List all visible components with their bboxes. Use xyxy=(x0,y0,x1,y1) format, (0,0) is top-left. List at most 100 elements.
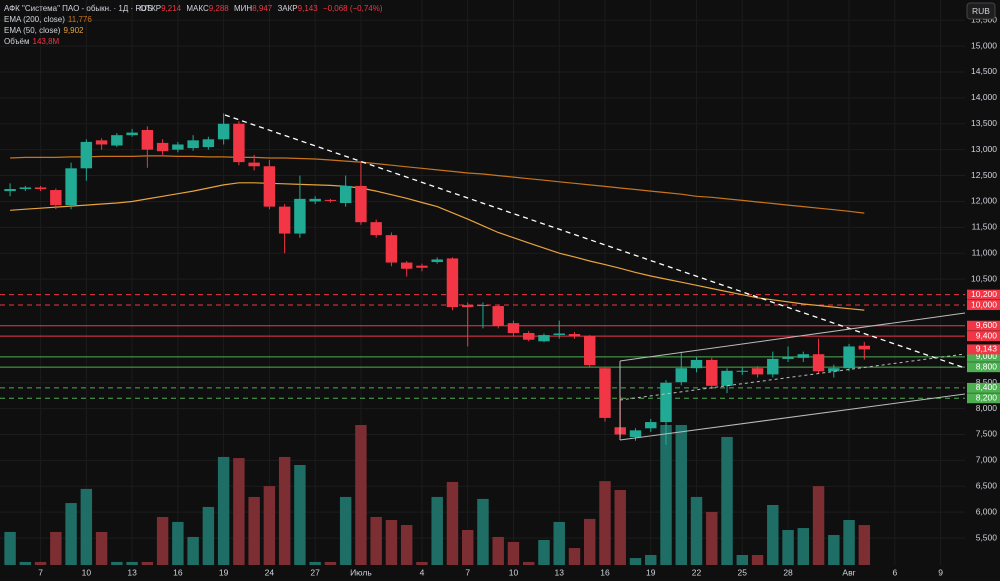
volume-bar xyxy=(767,505,779,565)
candle-body xyxy=(65,168,77,206)
candle-body xyxy=(736,370,749,372)
y-tick-label: 11,500 xyxy=(972,222,998,232)
volume-name: Объём xyxy=(4,37,30,46)
volume-bar xyxy=(477,498,489,565)
y-tick-label: 7,000 xyxy=(976,455,998,465)
y-tick-label: 14,500 xyxy=(971,66,997,76)
candle-body xyxy=(50,190,62,206)
volume-bar xyxy=(233,458,245,565)
candle-body xyxy=(126,132,138,136)
volume-bar xyxy=(65,503,77,565)
candle-body xyxy=(767,358,779,375)
volume-bar xyxy=(95,531,108,565)
candle-body xyxy=(477,305,489,307)
x-tick-label: 13 xyxy=(554,567,564,577)
level-label: 9,600 xyxy=(976,320,998,330)
level-tag xyxy=(967,362,1000,373)
open: 9,214 xyxy=(161,4,182,13)
candle-body xyxy=(339,185,352,204)
level-label: 8,200 xyxy=(976,392,998,402)
y-tick-label: 8,000 xyxy=(976,403,998,413)
channel-mid xyxy=(619,353,966,401)
y-tick-label: 6,500 xyxy=(976,481,998,491)
x-tick-label: 6 xyxy=(892,567,897,577)
y-tick-label: 12,000 xyxy=(971,196,997,206)
candle-body xyxy=(355,185,367,223)
y-tick-label: 14,000 xyxy=(971,92,997,102)
candle-body xyxy=(599,368,611,418)
channel-bottom xyxy=(619,393,966,441)
x-tick-label: Июль xyxy=(350,567,372,577)
x-tick-label: 7 xyxy=(465,567,470,577)
volume-bar xyxy=(858,525,871,565)
volume-bar xyxy=(294,465,306,565)
x-tick-label: 7 xyxy=(38,567,43,577)
volume-bar xyxy=(523,561,535,565)
time-axis: 7 10 13 16 19 24 27 Июль 4 7 10 13 16 19 22 25 28 Авг 6 9 xyxy=(38,567,943,577)
x-tick-label: 22 xyxy=(692,567,702,577)
level-tag xyxy=(967,393,1000,404)
volume-bar xyxy=(263,486,276,565)
x-tick-label: 16 xyxy=(173,567,183,577)
candle-body xyxy=(553,333,565,336)
x-tick-label: 19 xyxy=(219,567,229,577)
header: АФК "Система" ПАО - обыкн. · 1Д · RUS ОТ… xyxy=(4,4,383,46)
candle-body xyxy=(507,323,520,333)
candle-body xyxy=(523,332,535,340)
currency-button[interactable] xyxy=(966,2,996,20)
volume-bar xyxy=(538,540,550,565)
volume-bar xyxy=(645,555,657,565)
volume-bar xyxy=(584,518,596,565)
candle-body xyxy=(584,336,596,366)
x-tick-label: Авг xyxy=(842,567,855,577)
volume-bar xyxy=(446,481,459,565)
candle-body xyxy=(34,187,47,190)
candle-body xyxy=(797,354,810,358)
volume-bar xyxy=(614,490,626,565)
volume-bar xyxy=(675,425,687,565)
candle-body xyxy=(248,162,260,167)
ohlc: ОТКР9,214 МАКС9,288 МИН8,947 ЗАКР9,143 −… xyxy=(140,4,383,13)
volume-bar xyxy=(187,536,199,565)
candle-body xyxy=(660,382,672,423)
y-tick-label: 12,500 xyxy=(971,170,997,180)
open-label: ОТКР xyxy=(140,4,161,13)
candle-body xyxy=(538,335,550,342)
candle-body xyxy=(858,345,871,350)
x-tick-label: 4 xyxy=(420,567,425,577)
volume-bar xyxy=(568,548,581,565)
volume-bar xyxy=(324,561,337,565)
candle-body xyxy=(141,129,154,150)
candle-body xyxy=(309,198,321,202)
volume-bar xyxy=(690,496,703,565)
ema200-name: EMA (200, close) xyxy=(4,15,65,24)
volume-bar xyxy=(385,520,398,565)
volume-bar xyxy=(19,561,32,565)
x-tick-label: 27 xyxy=(310,567,320,577)
price-axis: 15,50015,00014,50014,00013,50013,00012,5… xyxy=(965,0,1000,581)
volume-bar xyxy=(339,496,352,565)
volume-bar xyxy=(355,425,367,565)
candle-body xyxy=(233,123,245,163)
volume-layer xyxy=(4,425,871,565)
level-tag xyxy=(967,382,1000,393)
candle-body xyxy=(629,430,642,438)
ema50-legend: EMA (50, close) 9,902 xyxy=(4,26,84,35)
y-tick-label: 15,000 xyxy=(971,40,997,50)
level-label: 8,800 xyxy=(976,361,998,371)
volume-bar xyxy=(828,535,840,565)
candle-body xyxy=(370,222,382,236)
x-tick-label: 13 xyxy=(127,567,137,577)
volume-bar xyxy=(34,561,47,565)
currency[interactable]: RUB xyxy=(972,6,990,16)
trend-line xyxy=(224,114,966,369)
candle-body xyxy=(80,141,93,169)
volume-bar xyxy=(111,561,123,565)
high: 9,288 xyxy=(209,4,230,13)
candle-body xyxy=(812,354,825,372)
candle-body xyxy=(416,265,428,268)
candle-body xyxy=(461,305,474,308)
high-label: МАКС xyxy=(186,4,209,13)
low: 8,947 xyxy=(252,4,273,13)
